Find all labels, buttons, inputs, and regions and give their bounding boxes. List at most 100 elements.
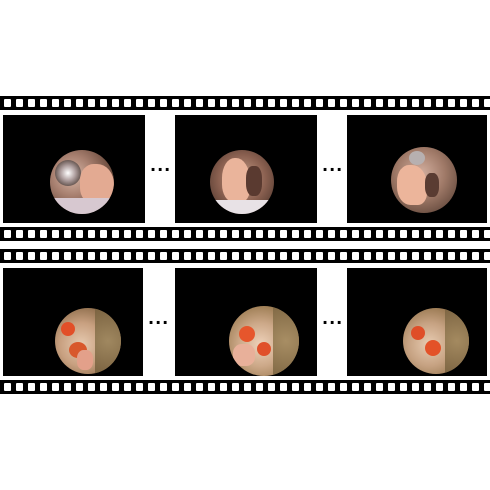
sprocket-hole (124, 252, 131, 260)
sprocket-hole (160, 99, 167, 107)
sprocket-hole (112, 99, 119, 107)
sprocket-hole (124, 383, 131, 391)
sprocket-hole (328, 383, 335, 391)
film-band (0, 110, 490, 113)
sprocket-hole (148, 230, 155, 238)
sprocket-hole (4, 252, 11, 260)
sprocket-hole (160, 383, 167, 391)
sprocket-hole (244, 383, 251, 391)
sprocket-hole (304, 230, 311, 238)
sprocket-hole (340, 230, 347, 238)
video-frame-6 (347, 268, 487, 376)
sprocket-hole (148, 383, 155, 391)
sprocket-hole (412, 383, 419, 391)
sprocket-hole (340, 383, 347, 391)
sprocket-hole (208, 99, 215, 107)
sprocket-hole (292, 230, 299, 238)
sprocket-hole (400, 252, 407, 260)
sprocket-hole (184, 230, 191, 238)
sprocket-hole (100, 383, 107, 391)
sprocket-hole (376, 230, 383, 238)
video-frame-2 (175, 115, 317, 223)
sprocket-hole (304, 99, 311, 107)
sprocket-hole (184, 99, 191, 107)
sprocket-hole (280, 230, 287, 238)
sprocket-hole (28, 252, 35, 260)
ellipsis-separator: ... (322, 309, 344, 328)
sprocket-hole (160, 252, 167, 260)
sprocket-hole (460, 99, 467, 107)
sprocket-hole (16, 99, 23, 107)
sprocket-hole (448, 230, 455, 238)
sprocket-hole (196, 252, 203, 260)
egocentric-view-bowl (229, 306, 299, 376)
sprocket-hole (460, 383, 467, 391)
sprocket-hole (436, 252, 443, 260)
sprocket-hole (148, 252, 155, 260)
sprocket-hole (76, 99, 83, 107)
film-strip-2: ... ... (0, 249, 490, 397)
sprocket-hole (160, 230, 167, 238)
sprocket-hole (256, 383, 263, 391)
sprocket-hole (76, 383, 83, 391)
sprocket-hole (376, 252, 383, 260)
egocentric-view-bowl (55, 308, 121, 374)
sprocket-hole (472, 383, 479, 391)
sprocket-hole (40, 230, 47, 238)
egocentric-view-bowl (403, 308, 469, 374)
sprocket-hole (52, 252, 59, 260)
sprocket-hole (460, 252, 467, 260)
sprocket-hole (280, 383, 287, 391)
sprocket-hole (448, 383, 455, 391)
sprocket-hole (340, 99, 347, 107)
sprocket-hole (100, 252, 107, 260)
sprocket-hole (16, 252, 23, 260)
sprocket-hole (352, 383, 359, 391)
sprocket-hole (220, 383, 227, 391)
sprocket-hole (316, 99, 323, 107)
sprocket-hole (244, 230, 251, 238)
sprocket-hole (16, 230, 23, 238)
sprocket-hole (100, 99, 107, 107)
sprocket-hole (172, 230, 179, 238)
sprocket-hole (424, 252, 431, 260)
sprocket-hole (52, 99, 59, 107)
sprocket-hole (52, 230, 59, 238)
sprocket-hole (424, 99, 431, 107)
sprocket-hole (292, 383, 299, 391)
sprocket-hole (28, 230, 35, 238)
sprocket-hole (196, 230, 203, 238)
sprocket-hole (136, 99, 143, 107)
ellipsis-separator: ... (148, 309, 170, 328)
sprocket-hole (292, 252, 299, 260)
sprocket-hole (244, 252, 251, 260)
video-frame-5 (175, 268, 317, 376)
sprocket-hole (88, 99, 95, 107)
sprocket-hole (208, 230, 215, 238)
sprocket-hole (172, 383, 179, 391)
video-frame-1 (3, 115, 145, 223)
sprocket-hole (40, 99, 47, 107)
sprocket-hole (388, 99, 395, 107)
sprocket-hole (316, 230, 323, 238)
sprocket-hole (364, 230, 371, 238)
sprocket-hole (328, 99, 335, 107)
sprocket-hole (352, 252, 359, 260)
sprocket-hole (64, 230, 71, 238)
sprocket-hole (196, 99, 203, 107)
sprocket-hole (220, 252, 227, 260)
sprocket-hole (424, 230, 431, 238)
sprocket-hole (436, 99, 443, 107)
sprocket-hole (352, 99, 359, 107)
egocentric-view-sink (50, 150, 114, 214)
sprocket-hole (472, 230, 479, 238)
egocentric-view-hands (210, 150, 274, 214)
sprocket-hole (484, 99, 490, 107)
sprocket-hole (40, 383, 47, 391)
sprocket-hole (484, 230, 490, 238)
sprocket-hole (424, 383, 431, 391)
sprocket-hole (316, 252, 323, 260)
sprocket-hole (340, 252, 347, 260)
sprocket-hole (460, 230, 467, 238)
sprocket-hole (268, 252, 275, 260)
